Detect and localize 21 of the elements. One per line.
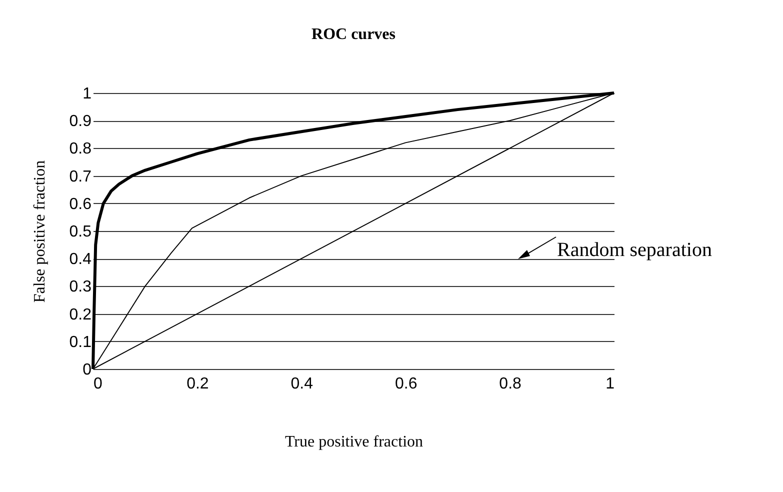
x-tick-label: 0.2 [186,376,209,392]
x-axis-title: True positive fraction [284,434,424,450]
y-tick-label: 0.8 [69,140,92,158]
y-tick-label: 0.2 [69,306,92,324]
x-tick-label: 0.4 [290,376,314,392]
y-tick-label: 0.3 [69,278,92,296]
x-tick-label: 0.6 [394,376,418,392]
y-tick-label: 0.7 [69,168,92,186]
y-tick-label: 0.1 [69,334,92,351]
y-tick-label: 0.9 [69,113,92,130]
chart-title: ROC curves [312,26,396,43]
y-tick-label: 0.6 [69,196,92,213]
y-tick-label: 0 [82,362,92,378]
y-tick-label: 0.4 [69,251,92,268]
x-tick-label: 1 [606,376,615,392]
x-tick-label: 0 [94,376,102,392]
x-tick-label: 0.8 [499,376,522,392]
y-tick-label: 0.5 [69,224,92,240]
annotation: Random separation [557,239,712,261]
y-tick-label: 1 [82,86,92,102]
y-axis-title: False positive fraction [31,160,48,303]
